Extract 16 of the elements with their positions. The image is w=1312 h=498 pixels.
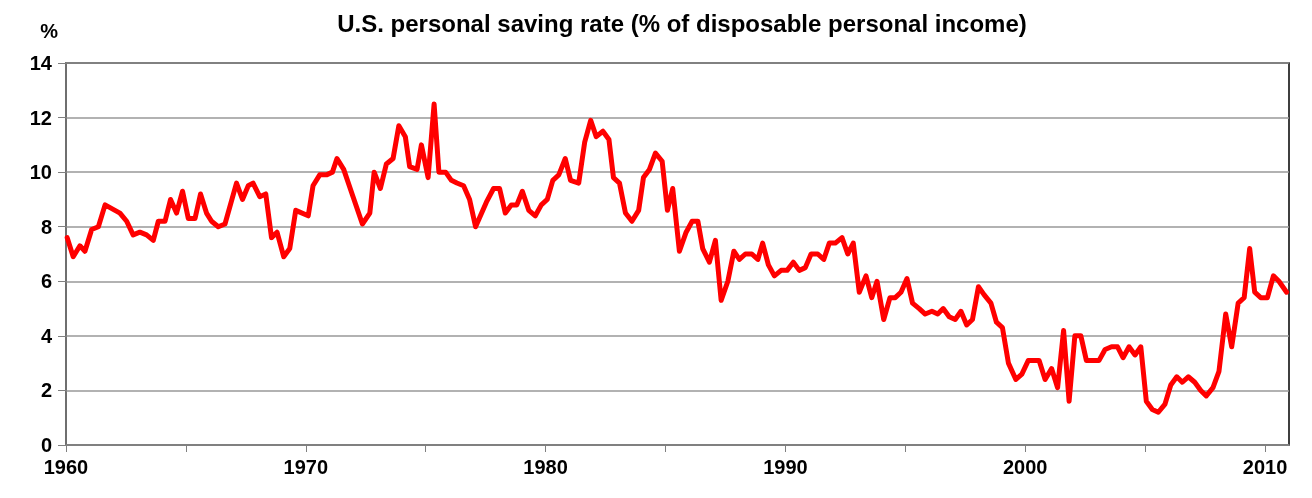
y-axis-title: % <box>40 20 59 42</box>
y-tick-label: 14 <box>29 52 53 74</box>
x-tick-label: 1980 <box>523 456 568 478</box>
y-tick-label: 6 <box>40 270 52 293</box>
x-tick-label: 1970 <box>283 456 329 478</box>
y-tick-label: 0 <box>40 434 52 456</box>
y-tick-label: 8 <box>40 215 52 238</box>
y-tick-label: 10 <box>29 161 52 184</box>
y-tick-label: 4 <box>40 324 53 347</box>
x-tick-label: 2010 <box>1242 456 1288 478</box>
x-tick-label: 1990 <box>763 456 808 478</box>
x-tick-label: 1960 <box>43 456 89 478</box>
x-tick-label: 2000 <box>1002 456 1048 478</box>
chart-title: U.S. personal saving rate (% of disposable personal income) <box>337 9 1027 37</box>
y-tick-label: 12 <box>29 106 52 129</box>
y-tick-label: 2 <box>40 379 52 402</box>
